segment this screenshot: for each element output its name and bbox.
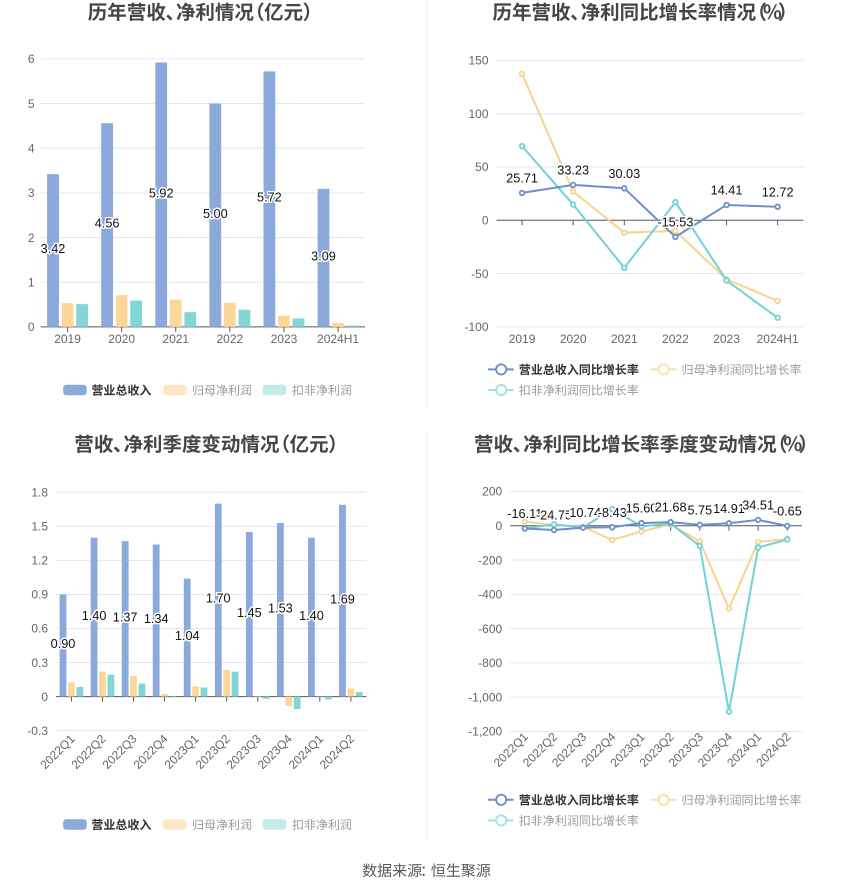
svg-text:5.00: 5.00 xyxy=(203,207,228,221)
svg-text:0: 0 xyxy=(496,519,503,533)
svg-text:0.90: 0.90 xyxy=(51,637,76,651)
svg-text:1.40: 1.40 xyxy=(299,609,324,623)
svg-text:5.92: 5.92 xyxy=(149,186,174,200)
svg-text:2023: 2023 xyxy=(713,332,740,346)
svg-text:30.03: 30.03 xyxy=(608,167,640,181)
svg-text:2020: 2020 xyxy=(560,332,587,346)
svg-text:6: 6 xyxy=(28,52,35,66)
svg-text:25.71: 25.71 xyxy=(506,172,538,186)
svg-text:15.60: 15.60 xyxy=(626,502,658,516)
svg-text:3.42: 3.42 xyxy=(41,242,66,256)
svg-text:2021: 2021 xyxy=(162,332,189,346)
svg-text:-400: -400 xyxy=(478,588,502,602)
svg-text:1.37: 1.37 xyxy=(113,610,138,624)
svg-text:4: 4 xyxy=(28,141,35,155)
svg-text:-16.11: -16.11 xyxy=(507,507,542,521)
svg-text:1.8: 1.8 xyxy=(31,486,48,500)
svg-text:1.04: 1.04 xyxy=(175,629,200,643)
svg-text:0: 0 xyxy=(28,320,35,334)
svg-text:-8.43: -8.43 xyxy=(598,506,627,520)
svg-text:1.70: 1.70 xyxy=(206,592,231,606)
svg-text:2024H1: 2024H1 xyxy=(757,332,799,346)
svg-text:-600: -600 xyxy=(478,622,502,636)
svg-text:1.53: 1.53 xyxy=(268,601,293,615)
svg-text:-15.53: -15.53 xyxy=(657,215,693,229)
svg-text:14.91: 14.91 xyxy=(713,502,745,516)
svg-text:-1,000: -1,000 xyxy=(468,690,502,704)
svg-text:33.23: 33.23 xyxy=(557,164,589,178)
svg-text:0.9: 0.9 xyxy=(31,588,48,602)
svg-text:150: 150 xyxy=(468,54,488,68)
svg-text:-24.75: -24.75 xyxy=(536,509,572,523)
svg-text:0.6: 0.6 xyxy=(31,622,48,636)
svg-text:-800: -800 xyxy=(478,656,502,670)
svg-text:1.34: 1.34 xyxy=(144,612,169,626)
svg-text:21.68: 21.68 xyxy=(655,501,687,515)
svg-text:2019: 2019 xyxy=(509,332,536,346)
svg-text:2: 2 xyxy=(28,231,35,245)
svg-text:0.3: 0.3 xyxy=(31,656,48,670)
svg-text:200: 200 xyxy=(482,485,502,499)
svg-text:1.40: 1.40 xyxy=(82,609,107,623)
svg-text:2022: 2022 xyxy=(662,332,689,346)
svg-text:2021: 2021 xyxy=(611,332,638,346)
svg-text:-100: -100 xyxy=(464,320,488,334)
svg-text:0: 0 xyxy=(482,214,489,228)
svg-text:5.75: 5.75 xyxy=(687,503,712,517)
svg-text:4.56: 4.56 xyxy=(95,217,120,231)
svg-text:1: 1 xyxy=(28,275,35,289)
svg-text:-200: -200 xyxy=(478,553,502,567)
svg-text:3.09: 3.09 xyxy=(311,249,336,263)
svg-text:1.5: 1.5 xyxy=(31,520,48,534)
svg-text:100: 100 xyxy=(468,107,488,121)
svg-text:0: 0 xyxy=(41,690,48,704)
svg-text:3: 3 xyxy=(28,186,35,200)
svg-text:-0.65: -0.65 xyxy=(773,505,802,519)
svg-text:-10.74: -10.74 xyxy=(565,506,601,520)
svg-text:-1,200: -1,200 xyxy=(468,725,502,739)
svg-text:14.41: 14.41 xyxy=(711,184,743,198)
svg-text:2022: 2022 xyxy=(216,332,243,346)
svg-text:2019: 2019 xyxy=(54,332,81,346)
svg-text:1.2: 1.2 xyxy=(31,554,48,568)
svg-text:1.69: 1.69 xyxy=(330,592,355,606)
svg-text:2024H1: 2024H1 xyxy=(317,332,359,346)
svg-text:5.72: 5.72 xyxy=(257,191,282,205)
svg-text:34.51: 34.51 xyxy=(742,498,774,512)
svg-text:12.72: 12.72 xyxy=(762,185,794,199)
svg-text:2023: 2023 xyxy=(271,332,298,346)
svg-text:1.45: 1.45 xyxy=(237,606,262,620)
svg-text:-0.3: -0.3 xyxy=(27,724,48,738)
svg-text:50: 50 xyxy=(475,160,489,174)
svg-text:-50: -50 xyxy=(471,267,489,281)
svg-text:2020: 2020 xyxy=(108,332,135,346)
svg-text:5: 5 xyxy=(28,97,35,111)
